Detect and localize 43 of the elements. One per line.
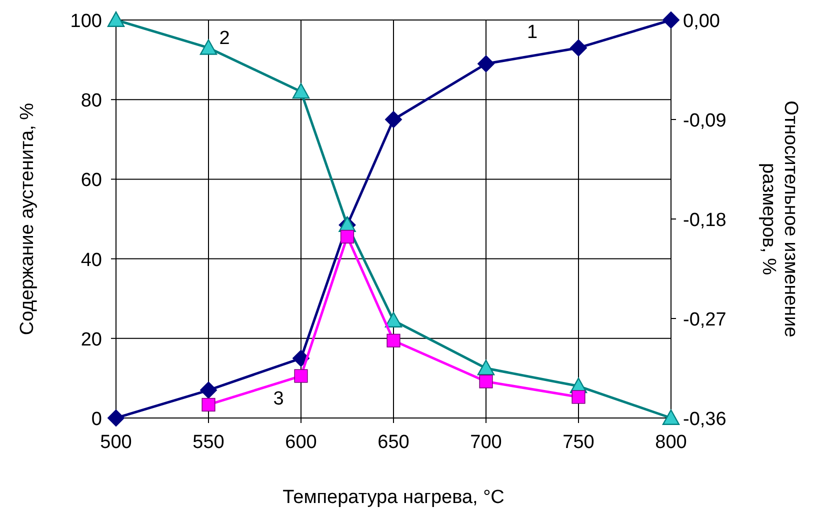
point [662, 409, 680, 425]
point [340, 230, 354, 244]
x-tick-label: 700 [470, 432, 502, 453]
y-tick-label: 0 [91, 409, 102, 430]
point [386, 334, 400, 348]
y2-tick-label: -0,09 [683, 110, 726, 132]
y-tick-label: 60 [80, 170, 102, 192]
x-axis-title: Температура нагрева, °C [282, 487, 504, 508]
point [107, 11, 125, 27]
y2-tick-label: -0,18 [683, 210, 726, 231]
x-tick-label: 650 [378, 432, 410, 453]
point [294, 369, 308, 383]
point [479, 374, 493, 388]
point [108, 410, 124, 426]
point [292, 350, 310, 367]
point [662, 12, 680, 28]
series-label: 3 [273, 388, 284, 410]
y2-tick-label: -0,36 [683, 409, 726, 430]
y-tick-label: 80 [80, 90, 102, 112]
y-tick-label: 40 [80, 250, 102, 271]
y2-tick-label: 0,00 [683, 11, 720, 32]
y-tick-label: 100 [70, 11, 102, 32]
x-tick-label: 750 [562, 432, 594, 453]
x-tick-label: 600 [285, 432, 317, 453]
point [202, 398, 216, 412]
series-label: 1 [526, 22, 538, 43]
y2-axis-title: Относительное изменение размеров, % [758, 100, 801, 338]
point [570, 39, 587, 56]
point [572, 390, 586, 404]
x-tick-label: 550 [192, 432, 224, 453]
point [477, 360, 495, 376]
y-tick-label: 20 [80, 329, 102, 350]
point [478, 55, 494, 72]
series-label: 2 [219, 28, 230, 49]
point [292, 83, 310, 99]
point [385, 111, 402, 128]
y2-tick-label: -0,27 [683, 310, 726, 330]
point [384, 312, 402, 328]
y-axis-title: Содержание аустенита, % [17, 102, 38, 336]
point [200, 382, 217, 399]
point [200, 39, 218, 55]
x-tick-label: 500 [100, 432, 132, 453]
x-tick-label: 800 [655, 432, 687, 453]
